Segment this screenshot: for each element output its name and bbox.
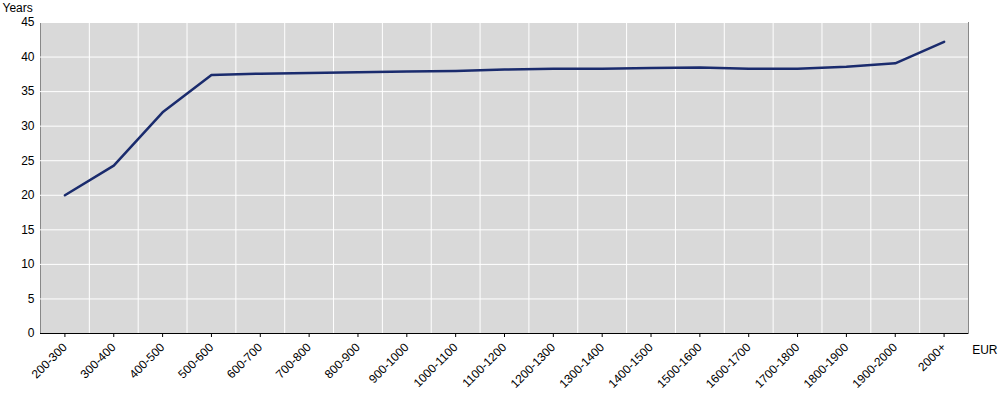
- svg-text:800-900: 800-900: [322, 340, 363, 381]
- svg-text:30: 30: [21, 119, 35, 133]
- svg-text:10: 10: [21, 257, 35, 271]
- svg-text:600-700: 600-700: [224, 340, 265, 381]
- svg-text:1600-1700: 1600-1700: [703, 340, 754, 391]
- svg-text:1200-1300: 1200-1300: [508, 340, 559, 391]
- svg-text:Years: Years: [3, 1, 33, 15]
- svg-text:0: 0: [28, 326, 35, 340]
- svg-text:5: 5: [28, 292, 35, 306]
- svg-text:200-300: 200-300: [29, 340, 70, 381]
- svg-text:35: 35: [21, 84, 35, 98]
- svg-text:1300-1400: 1300-1400: [557, 340, 608, 391]
- svg-text:300-400: 300-400: [78, 340, 119, 381]
- svg-text:900-1000: 900-1000: [366, 340, 412, 386]
- svg-text:1500-1600: 1500-1600: [654, 340, 705, 391]
- svg-text:500-600: 500-600: [175, 340, 216, 381]
- svg-text:1900-2000: 1900-2000: [850, 340, 901, 391]
- svg-text:25: 25: [21, 154, 35, 168]
- svg-text:1100-1200: 1100-1200: [459, 340, 509, 390]
- svg-text:45: 45: [21, 15, 35, 29]
- svg-text:1400-1500: 1400-1500: [605, 340, 656, 391]
- svg-text:1700-1800: 1700-1800: [752, 340, 803, 391]
- svg-text:40: 40: [21, 50, 35, 64]
- svg-text:1000-1100: 1000-1100: [411, 340, 461, 390]
- svg-text:20: 20: [21, 188, 35, 202]
- svg-text:15: 15: [21, 223, 35, 237]
- svg-text:700-800: 700-800: [273, 340, 314, 381]
- svg-text:EUR: EUR: [972, 343, 998, 357]
- svg-text:400-500: 400-500: [126, 340, 167, 381]
- svg-text:2000+: 2000+: [915, 340, 949, 374]
- svg-text:1800-1900: 1800-1900: [801, 340, 852, 391]
